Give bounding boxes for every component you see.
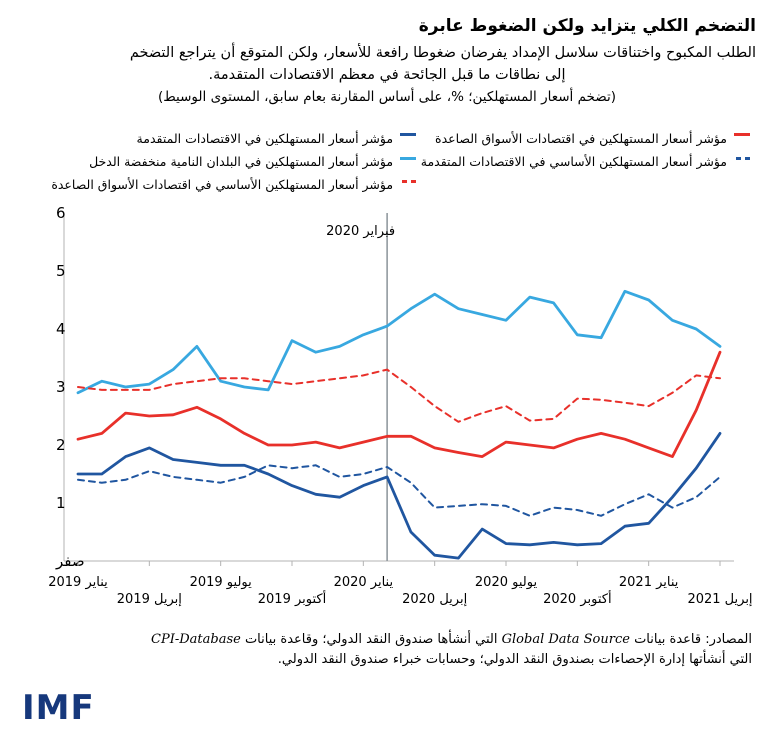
- x-tick-label: يوليو 2020: [475, 575, 538, 590]
- y-tick-label: صفر: [55, 552, 85, 570]
- legend-item: مؤشر أسعار المستهلكين في الاقتصادات المت…: [137, 131, 417, 147]
- source-note: المصادر: قاعدة بيانات Global Data Source…: [18, 630, 756, 670]
- y-tick-label: 6: [56, 204, 66, 222]
- x-tick-label: إبريل 2019: [117, 592, 182, 607]
- inflation-line-chart-svg: صفر 1 2 3 4 5 6 يناير 2019 إبريل 2019 يوليو 2019 أ…: [48, 204, 752, 607]
- legend-label: مؤشر أسعار المستهلكين في اقتصادات الأسوا…: [435, 130, 727, 146]
- source-text: المصادر: قاعدة بيانات: [629, 631, 752, 647]
- imf-logo: IMF: [22, 688, 95, 728]
- y-tick-label: 2: [56, 436, 66, 454]
- x-tick-label: إبريل 2021: [687, 592, 752, 607]
- source-database-name: CPI-Database: [151, 631, 241, 647]
- y-tick-label: 5: [56, 262, 66, 280]
- legend-line-icon: [734, 133, 750, 137]
- figure-title: التضخم الكلي يتزايد ولكن الضغوط عابرة: [418, 16, 756, 36]
- legend-item: مؤشر أسعار المستهلكين الأساسي في اقتصادا…: [51, 177, 417, 193]
- figure-page: التضخم الكلي يتزايد ولكن الضغوط عابرة ال…: [18, 16, 756, 725]
- legend-dashed-line-icon: [400, 179, 417, 183]
- figure-subtitle: الطلب المكبوح واختناقات سلاسل الإمداد يف…: [18, 43, 756, 87]
- x-tick-label: إبريل 2020: [402, 592, 467, 607]
- source-line-2: التي أنشأتها إدارة الإحصاءات بصندوق النق…: [277, 651, 752, 667]
- legend-label: مؤشر أسعار المستهلكين الأساسي في الاقتصا…: [420, 154, 727, 169]
- x-tick-label: أكتوبر 2020: [543, 590, 611, 607]
- legend-item: مؤشر أسعار المستهلكين في البلدان النامية…: [89, 154, 417, 170]
- legend-label: مؤشر أسعار المستهلكين في الاقتصادات المت…: [136, 130, 394, 146]
- source-text: التي أنشأها صندوق النقد الدولي؛ وقاعدة ب…: [240, 631, 502, 647]
- y-tick-label: 4: [56, 320, 66, 338]
- reference-line-label: فبراير 2020: [326, 224, 395, 239]
- y-tick-label: 3: [56, 378, 66, 396]
- legend-line-icon: [400, 156, 417, 160]
- subtitle-line-1: الطلب المكبوح واختناقات سلاسل الإمداد يف…: [129, 45, 756, 62]
- legend-row: مؤشر أسعار المستهلكين الأساسي في اقتصادا…: [24, 177, 750, 193]
- legend-label: مؤشر أسعار المستهلكين في البلدان النامية…: [89, 154, 394, 169]
- x-tick-label: يناير 2019: [48, 575, 108, 590]
- source-line-1: المصادر: قاعدة بيانات Global Data Source…: [22, 630, 752, 650]
- series-line: [76, 350, 722, 458]
- source-database-name: Global Data Source: [501, 631, 630, 647]
- legend-item: مؤشر أسعار المستهلكين الأساسي في الاقتصا…: [421, 154, 750, 170]
- subtitle-line-2: إلى نطاقات ما قبل الجائحة في معظم الاقتص…: [208, 67, 566, 83]
- y-tick-label: 1: [56, 494, 66, 512]
- legend-row: مؤشر أسعار المستهلكين في اقتصادات الأسوا…: [24, 131, 750, 147]
- units-note: (تضخم أسعار المستهلكين؛ %، على أساس المق…: [157, 88, 617, 105]
- legend-line-icon: [400, 133, 417, 137]
- x-tick-label: أكتوبر 2019: [258, 590, 326, 607]
- series-line: [77, 463, 721, 517]
- legend-dashed-line-icon: [734, 156, 750, 160]
- chart: صفر 1 2 3 4 5 6 يناير 2019 إبريل 2019 يوليو 2019 أ…: [18, 201, 756, 620]
- series-line: [76, 431, 722, 560]
- x-tick-label: يناير 2021: [619, 575, 679, 590]
- x-tick-label: يناير 2020: [334, 575, 394, 590]
- series-line: [76, 289, 722, 394]
- chart-legend: مؤشر أسعار المستهلكين في اقتصادات الأسوا…: [24, 131, 750, 194]
- legend-row: مؤشر أسعار المستهلكين الأساسي في الاقتصا…: [24, 154, 750, 170]
- legend-label: مؤشر أسعار المستهلكين الأساسي في اقتصادا…: [51, 177, 394, 193]
- legend-item: مؤشر أسعار المستهلكين في اقتصادات الأسوا…: [435, 131, 750, 147]
- x-tick-label: يوليو 2019: [190, 575, 253, 590]
